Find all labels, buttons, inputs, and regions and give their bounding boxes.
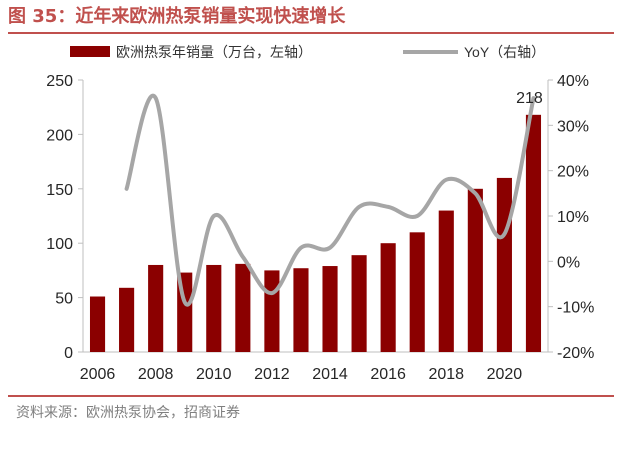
- left-tick-label: 250: [46, 73, 73, 90]
- bar: [409, 232, 425, 352]
- x-tick-label: 2020: [487, 366, 523, 383]
- left-tick-label: 200: [46, 127, 73, 144]
- right-tick-label: 20%: [557, 164, 589, 181]
- bar: [293, 268, 309, 352]
- x-tick-label: 2014: [312, 366, 348, 383]
- bar-value-label: 218: [516, 90, 543, 107]
- left-axis-ticks: 0 50 100 150 200 250: [46, 73, 83, 362]
- right-tick-label: -10%: [557, 300, 594, 317]
- title-divider: [8, 32, 614, 34]
- legend: 欧洲热泵年销量（万台，左轴） YoY（右轴）: [70, 44, 545, 60]
- legend-bar-swatch: [70, 46, 110, 57]
- bar: [89, 296, 106, 352]
- x-tick-label: 2008: [138, 366, 174, 383]
- left-tick-label: 50: [55, 291, 73, 308]
- x-tick-label: 2018: [428, 366, 464, 383]
- bar: [496, 177, 512, 352]
- bar: [148, 264, 164, 352]
- right-axis-ticks: -20% -10% 0% 10% 20% 30% 40%: [548, 73, 594, 362]
- bar: [206, 264, 222, 352]
- bar: [380, 243, 396, 352]
- x-tick-label: 2016: [370, 366, 406, 383]
- x-tick-label: 2006: [80, 366, 116, 383]
- bar: [322, 266, 338, 352]
- figure-title: 图 35：近年来欧洲热泵销量实现快速增长: [8, 6, 346, 27]
- right-tick-label: -20%: [557, 345, 594, 362]
- bar: [235, 263, 251, 352]
- chart-area: 欧洲热泵年销量（万台，左轴） YoY（右轴） 0 50 100 150 200 250 -…: [46, 44, 594, 383]
- bar: [351, 255, 367, 352]
- bar: [438, 210, 454, 352]
- data-labels: 218: [516, 90, 543, 107]
- x-axis-ticks: 2006 2008 2010 2012 2014 2016 2018 2020: [80, 366, 523, 383]
- x-tick-label: 2012: [254, 366, 290, 383]
- bar-series: [89, 114, 542, 352]
- bar: [525, 114, 542, 352]
- bar: [264, 270, 280, 352]
- x-tick-label: 2010: [196, 366, 232, 383]
- bar: [119, 287, 135, 352]
- footer-divider: [8, 395, 614, 397]
- right-tick-label: 30%: [557, 118, 589, 135]
- right-tick-label: 10%: [557, 209, 589, 226]
- source-note: 资料来源：欧洲热泵协会，招商证券: [16, 405, 240, 421]
- legend-line-label: YoY（右轴）: [464, 44, 545, 60]
- right-tick-label: 40%: [557, 73, 589, 90]
- bar: [467, 188, 483, 352]
- line-series: [124, 93, 536, 307]
- left-tick-label: 100: [46, 236, 73, 253]
- legend-bar-label: 欧洲热泵年销量（万台，左轴）: [116, 44, 312, 60]
- left-tick-label: 0: [64, 345, 73, 362]
- left-tick-label: 150: [46, 182, 73, 199]
- yoy-line: [124, 93, 536, 307]
- right-tick-label: 0%: [557, 254, 580, 271]
